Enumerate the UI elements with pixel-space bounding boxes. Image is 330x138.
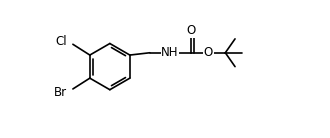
Text: Br: Br (53, 86, 67, 99)
Text: NH: NH (161, 46, 179, 59)
Text: O: O (187, 24, 196, 37)
Text: O: O (204, 46, 213, 59)
Text: Cl: Cl (55, 35, 67, 48)
